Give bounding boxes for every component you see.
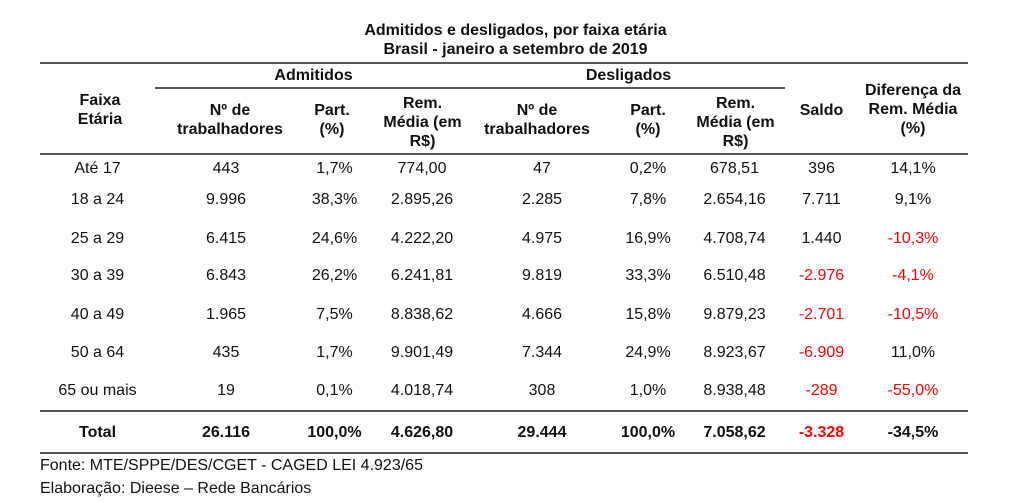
value-cell: 443 xyxy=(212,159,240,177)
header-des-n-trab: Nº de trabalhadores xyxy=(484,102,590,138)
faixa-cell: 18 a 24 xyxy=(70,190,125,208)
value-cell: -289 xyxy=(805,381,838,399)
value-cell: 26.116 xyxy=(201,423,251,441)
value-cell: 1.440 xyxy=(801,229,842,247)
value-cell: 774,00 xyxy=(397,159,447,177)
value-cell: 2.895,26 xyxy=(390,190,454,208)
value-cell: 435 xyxy=(212,343,240,361)
value-cell: 19 xyxy=(217,381,235,399)
value-cell: 26,2% xyxy=(311,266,358,284)
value-cell: 6.843 xyxy=(205,266,247,284)
value-cell: 15,8% xyxy=(625,305,671,323)
header-des-rem: Rem. Média (em R$) xyxy=(696,94,775,150)
value-cell: 0,1% xyxy=(316,381,353,399)
value-cell: 24,6% xyxy=(311,229,358,247)
header-desligados: Desligados xyxy=(585,66,672,84)
table-subtitle: Brasil - janeiro a setembro de 2019 xyxy=(383,41,648,58)
value-cell: 9,1% xyxy=(894,190,932,208)
footer-elaboracao: Elaboração: Dieese – Rede Bancários xyxy=(40,480,312,497)
value-cell: 4.222,20 xyxy=(390,229,454,247)
faixa-cell: 25 a 29 xyxy=(70,229,125,247)
faixa-cell: Até 17 xyxy=(74,159,121,177)
value-cell: 100,0% xyxy=(620,423,676,441)
value-cell: 4.626,80 xyxy=(390,423,454,441)
value-cell: 396 xyxy=(808,159,835,177)
header-saldo: Saldo xyxy=(799,101,844,119)
value-cell: 308 xyxy=(528,381,556,399)
total-rule xyxy=(40,410,968,412)
value-cell: 38,3% xyxy=(311,190,358,208)
value-cell: 1,7% xyxy=(316,343,353,361)
value-cell: 1,0% xyxy=(629,381,667,399)
value-cell: 47 xyxy=(533,159,551,177)
value-cell: 4.708,74 xyxy=(703,229,766,247)
value-cell: 1.965 xyxy=(205,305,247,323)
bottom-rule xyxy=(40,452,968,454)
faixa-cell: 30 a 39 xyxy=(70,266,125,284)
value-cell: 7,8% xyxy=(629,190,667,208)
faixa-cell: 65 ou mais xyxy=(58,381,137,399)
value-cell: -6.909 xyxy=(798,343,845,361)
value-cell: 7,5% xyxy=(316,305,353,323)
value-cell: 6.241,81 xyxy=(390,266,454,284)
faixa-cell: 50 a 64 xyxy=(70,343,125,361)
value-cell: 4.666 xyxy=(521,305,563,323)
header-adm-rem: Rem. Média (em R$) xyxy=(383,94,462,150)
top-rule xyxy=(40,62,968,64)
value-cell: 8.938,48 xyxy=(703,381,766,399)
value-cell: 29.444 xyxy=(517,423,567,441)
header-admitidos: Admitidos xyxy=(274,66,353,84)
header-adm-n-trab: Nº de trabalhadores xyxy=(177,102,283,138)
value-cell: 7.711 xyxy=(802,190,841,208)
header-des-part: Part. (%) xyxy=(630,102,666,138)
value-cell: 6.415 xyxy=(205,229,247,247)
header-faixa: Faixa Etária xyxy=(77,92,123,128)
header-rule xyxy=(40,153,968,155)
value-cell: 16,9% xyxy=(625,229,671,247)
value-cell: 9.901,49 xyxy=(390,343,454,361)
value-cell: 11,0% xyxy=(890,343,936,361)
header-adm-part: Part. (%) xyxy=(314,102,350,138)
value-cell: -55,0% xyxy=(887,381,939,399)
value-cell: 678,51 xyxy=(710,159,759,177)
value-cell: 33,3% xyxy=(625,266,671,284)
value-cell: 9.819 xyxy=(521,266,563,284)
value-cell: 2.285 xyxy=(521,190,563,208)
admitidos-rule xyxy=(155,87,785,89)
value-cell: -2.976 xyxy=(798,266,845,284)
value-cell: -4,1% xyxy=(892,266,934,284)
value-cell: 9.996 xyxy=(205,190,247,208)
value-cell: 4.975 xyxy=(521,229,563,247)
value-cell: 100,0% xyxy=(307,423,362,441)
footer-fonte: Fonte: MTE/SPPE/DES/CGET - CAGED LEI 4.9… xyxy=(40,457,423,474)
faixa-cell: Total xyxy=(78,423,117,441)
value-cell: 8.838,62 xyxy=(390,305,454,323)
value-cell: -2.701 xyxy=(798,305,845,323)
value-cell: 24,9% xyxy=(625,343,671,361)
value-cell: 1,7% xyxy=(316,159,353,177)
table-title: Admitidos e desligados, por faixa etária xyxy=(364,22,667,39)
value-cell: -10,3% xyxy=(887,229,939,247)
value-cell: -34,5% xyxy=(887,423,939,441)
value-cell: 14,1% xyxy=(890,159,936,177)
value-cell: 4.018,74 xyxy=(390,381,454,399)
value-cell: 8.923,67 xyxy=(703,343,766,361)
value-cell: 6.510,48 xyxy=(703,266,766,284)
value-cell: 7.344 xyxy=(521,343,563,361)
value-cell: 7.058,62 xyxy=(703,423,766,441)
value-cell: -3.328 xyxy=(798,423,845,441)
header-diferenca: Diferença da Rem. Média (%) xyxy=(864,81,962,137)
value-cell: 2.654,16 xyxy=(703,190,766,208)
value-cell: -10,5% xyxy=(887,305,939,323)
value-cell: 9.879,23 xyxy=(703,305,766,323)
faixa-cell: 40 a 49 xyxy=(70,305,125,323)
value-cell: 0,2% xyxy=(629,159,667,177)
